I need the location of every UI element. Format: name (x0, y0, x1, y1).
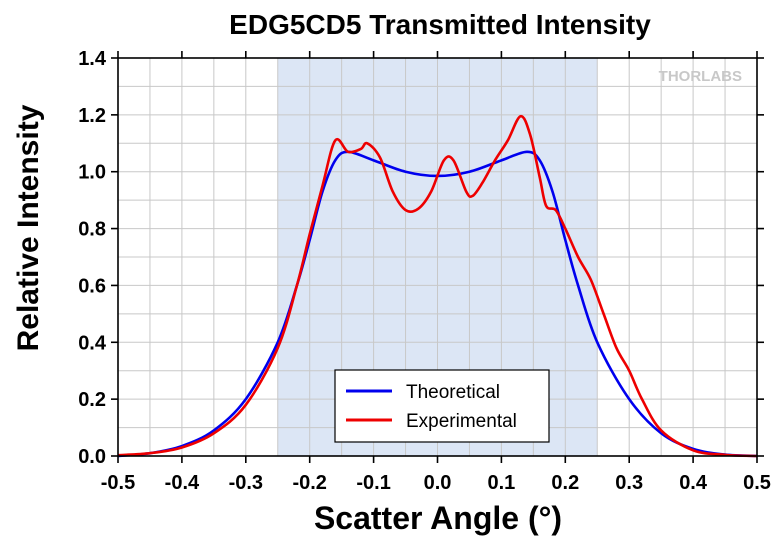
legend: Theoretical Experimental (334, 369, 550, 443)
y-tick-label: 1.0 (78, 162, 106, 184)
y-tick-label: 0.2 (78, 389, 106, 411)
x-tick-label: 0.4 (679, 472, 708, 494)
x-tick-label: -0.3 (229, 472, 263, 494)
y-tick-label: 0.6 (78, 275, 106, 297)
x-axis-label: Scatter Angle (°) (314, 500, 562, 536)
x-tick-label: -0.1 (356, 472, 390, 494)
thorlabs-logo: THORLABS (659, 68, 742, 85)
y-tick-label: 0.4 (78, 332, 107, 354)
y-tick-label: 1.4 (78, 48, 107, 70)
legend-label-theoretical: Theoretical (406, 382, 500, 403)
series-line-experimental (117, 114, 758, 458)
legend-box (334, 369, 550, 443)
x-tick-label: 0.3 (615, 472, 643, 494)
x-tick-label: -0.2 (292, 472, 326, 494)
plot-area: -0.5 -0.4 -0.3 -0.2 -0.1 0.0 0.1 0.2 0.3 0.4 0.5 0.… (78, 48, 771, 494)
chart-title: EDG5CD5 Transmitted Intensity (229, 9, 651, 40)
x-tick-label: 0.2 (551, 472, 579, 494)
x-tick-label: 0.0 (424, 472, 452, 494)
legend-label-experimental: Experimental (406, 411, 517, 432)
y-tick-label: 1.2 (78, 105, 106, 127)
x-tick-label: -0.5 (101, 472, 135, 494)
y-tick-label: 0.0 (78, 446, 106, 468)
y-tick-label: 0.8 (78, 219, 106, 241)
x-tick-label: -0.4 (165, 472, 200, 494)
x-tick-label: 0.1 (487, 472, 515, 494)
x-tick-label: 0.5 (743, 472, 771, 494)
thorlabs-logo-text: THORLABS (659, 68, 742, 85)
y-axis-label: Relative Intensity (12, 104, 45, 351)
